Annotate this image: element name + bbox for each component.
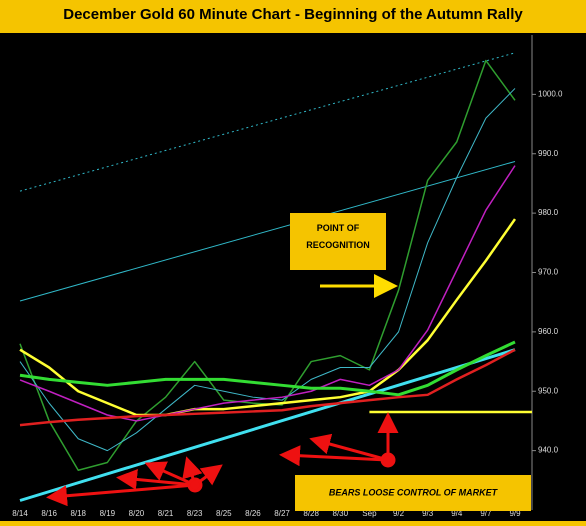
annotation-box [290, 213, 386, 270]
chart-title: December Gold 60 Minute Chart - Beginnin… [63, 6, 523, 23]
red-arrow [279, 445, 389, 467]
y-tick-label: 1000.0 [538, 89, 563, 98]
y-tick-label: 950.0 [538, 386, 559, 395]
x-tick-label: 8/20 [129, 509, 145, 518]
trendline [19, 348, 516, 502]
y-tick-label: 940.0 [538, 446, 559, 455]
x-tick-label: 9/4 [451, 509, 463, 518]
annotation-box [295, 475, 531, 511]
x-tick-label: 8/19 [100, 509, 116, 518]
x-tick-label: 9/2 [393, 509, 405, 518]
red-arrow [309, 433, 389, 462]
y-tick-label: 960.0 [538, 327, 559, 336]
plot: 940.0 950.0 960.0 970.0 980.0 990.0 1000.0 8/14… [12, 52, 563, 518]
x-tick-label: 8/16 [41, 509, 57, 518]
plot-background [0, 33, 586, 521]
arrow-origin [187, 477, 203, 493]
x-tick-label: 8/14 [12, 509, 28, 518]
x-tick-label: 8/23 [187, 509, 203, 518]
trendline [19, 52, 516, 192]
x-tick-label: 8/27 [274, 509, 290, 518]
y-tick-label: 990.0 [538, 149, 559, 158]
y-tick-label: 970.0 [538, 268, 559, 277]
arrow-origin [380, 452, 396, 468]
series-line [19, 340, 516, 397]
x-tick-label: 8/28 [303, 509, 319, 518]
red-arrow [46, 483, 196, 507]
x-tick-label: 8/25 [216, 509, 232, 518]
y-tick-label: 980.0 [538, 208, 559, 217]
series-line [19, 165, 516, 422]
annotation-text: POINT OF RECOGNITION [306, 223, 370, 250]
x-tick-label: 8/18 [70, 509, 86, 518]
series-line [19, 348, 516, 427]
annotation-text: BEARS LOOSE CONTROL OF MARKET [329, 487, 499, 497]
x-tick-label: 9/9 [509, 509, 521, 518]
x-tick-label: 9/7 [480, 509, 492, 518]
x-tick-label: 8/26 [245, 509, 261, 518]
x-tick-label: 8/30 [333, 509, 349, 518]
series-line [19, 218, 517, 417]
red-arrow [144, 461, 196, 487]
x-tick-label: Sep [362, 509, 377, 518]
x-tick-label: 9/3 [422, 509, 434, 518]
trendline [19, 160, 516, 302]
title-banner [0, 0, 586, 32]
red-arrow [116, 468, 196, 490]
x-tick-label: 8/21 [158, 509, 174, 518]
red-arrows [46, 412, 399, 507]
annotation-wrap: POINT OF RECOGNITION [306, 223, 370, 250]
